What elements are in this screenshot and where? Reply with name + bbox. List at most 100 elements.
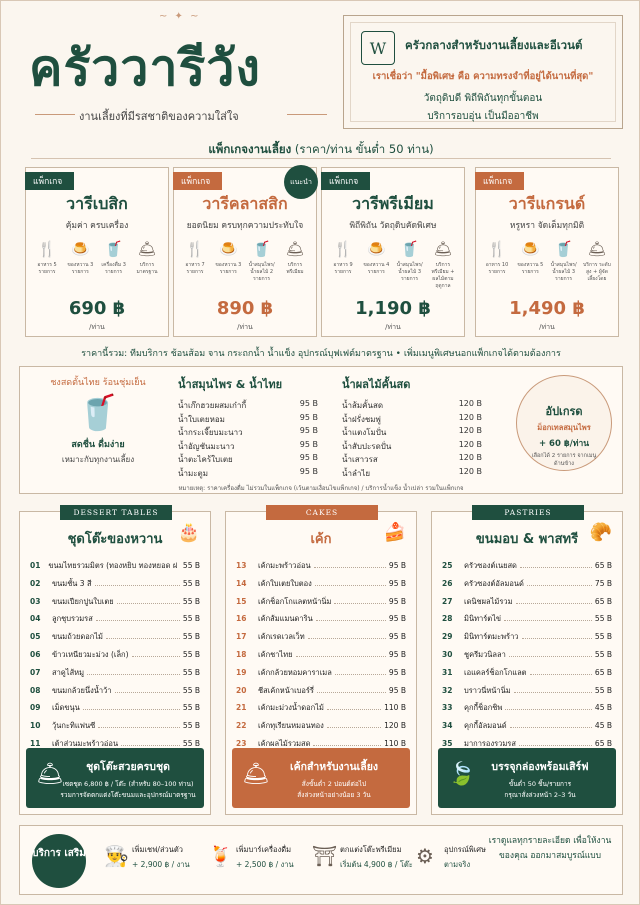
item-number: 09 <box>30 703 41 713</box>
feature-label: ของหวาน 3 รายการ <box>215 262 242 275</box>
item-name: ขนมกล้วยนึ่งน้ำว้า <box>52 685 112 695</box>
item-name: เค้กเรดเวลเว็ท <box>258 632 305 642</box>
item-name: มาการองรวมรส <box>464 738 516 748</box>
item-number: 05 <box>30 632 41 642</box>
leader-dots <box>313 740 382 746</box>
leaf-icon: 🍃 <box>448 762 476 787</box>
leader-dots <box>95 615 180 622</box>
leader-dots <box>87 669 180 675</box>
item-number: 20 <box>236 685 247 695</box>
menu-item: 16 เค้กส้มแมนดาริน 95 B <box>236 613 406 631</box>
leader-dots <box>315 615 386 622</box>
item-number: 31 <box>442 667 453 677</box>
service-price: ตามจริง <box>444 860 471 869</box>
item-price: 45 B <box>594 703 612 713</box>
feature-label: อาหาร 9 รายการ <box>333 262 353 275</box>
menu-item: 27 เดนิชผลไม้รวม 65 B <box>442 596 612 614</box>
menu-item: 10 วุ้นกะทิแฟนซี 55 B <box>30 720 200 738</box>
item-number: 02 <box>30 578 41 588</box>
drink-bar-icon: 🍹 <box>208 844 233 868</box>
menu-item: 25 ครัวซองต์เนยสด 65 B <box>442 560 612 578</box>
cloche-icon: 🛎 <box>36 762 64 787</box>
menu-item: 31 เอแคลร์ช็อกโกแลต 65 B <box>442 667 612 685</box>
list-item: น้ำตะไคร้ใบเตย 95 B <box>178 453 318 464</box>
intro-title: ครัวกลางสำหรับงานเลี้ยงและอีเวนต์ <box>405 38 583 52</box>
banner-title: บรรจุกล่องพร้อมเสิร์ฟ <box>491 761 589 773</box>
menu-item: 02 ขนมชั้น 3 สี 55 B <box>30 578 200 596</box>
leader-dots <box>326 722 382 729</box>
leader-dots <box>313 562 386 568</box>
price-unit: /ท่าน <box>539 323 555 331</box>
item-price: 95 B <box>388 561 406 570</box>
leader-dots <box>114 687 180 693</box>
banner-line: ขั้นต่ำ 50 ชิ้น/รายการ <box>508 780 572 788</box>
drink-icon: 🥤 <box>400 240 419 258</box>
item-price: 95 B <box>388 614 406 624</box>
food-icon: 🍴 <box>333 240 353 258</box>
item-price: 95 B <box>388 685 406 695</box>
menu-list: 25 ครัวซองต์เนยสด 65 B 26 ครัวซองต์อัลมอนด์ 7… <box>442 560 612 774</box>
package-price: 890 ฿ <box>216 298 274 319</box>
leader-dots <box>94 580 180 586</box>
leader-dots <box>316 687 386 693</box>
menu-item: 15 เค้กช็อกโกแลตหน้านิ่ม 95 B <box>236 596 406 614</box>
menu-item: 34 คุกกี้อัลมอนด์ 45 B <box>442 720 612 738</box>
feature-label: ของหวาน 4 รายการ <box>363 262 390 275</box>
item-price: 55 B <box>182 738 200 748</box>
menu-item: 21 เค้กมะม่วงน้ำดอกไม้ 110 B <box>236 702 406 720</box>
menu-item: 22 เค้กทุเรียนหมอนทอง 120 B <box>236 720 406 738</box>
item-price: 55 B <box>594 632 612 642</box>
upgrade-subtitle: ม็อกเทลสมุนไพร <box>537 423 591 432</box>
item-number: 08 <box>30 685 41 695</box>
item-price: 75 B <box>594 578 612 588</box>
herbal-list: น้ำสมุนไพร & น้ำไทย น้ำเก๊กฮวยผสมเก๋ากี้… <box>178 375 318 480</box>
column-title: ชุดโต๊ะของหวาน <box>67 532 163 547</box>
menu-item: 04 ลูกชุบรวมรส 55 B <box>30 613 200 631</box>
item-name: มินิทาร์ตไข่ <box>464 614 502 624</box>
list-item: น้ำใบเตยหอม 95 B <box>178 412 318 424</box>
item-name: ลูกชุบรวมรส <box>52 614 93 624</box>
package-ribbon: แพ็กเกจ <box>475 172 525 190</box>
includes-note: ราคานี้รวม: ทีมบริการ ช้อนส้อม จาน กระถก… <box>81 349 561 359</box>
item-price: 65 B <box>594 667 612 677</box>
package-card[interactable]: แพ็กเกจ วารีพรีเมียม พิถีพิถัน วัตถุดิบค… <box>321 167 465 337</box>
tagline: งานเลี้ยงที่มีรสชาติของความใส่ใจ <box>79 110 239 123</box>
menu-item: 19 เค้กกล้วยหอมคาราเมล 95 B <box>236 667 406 685</box>
item-name: เม็ดขนุน <box>52 703 80 713</box>
item-name: วุ้นกะทิแฟนซี <box>52 721 96 731</box>
divider <box>31 158 611 159</box>
menu-item: 32 บราวนี่หน้านิ่ม 55 B <box>442 685 612 703</box>
feature-label: อาหาร 7 รายการ <box>185 262 205 275</box>
item-number: 07 <box>30 667 41 677</box>
menu-item: 26 ครัวซองต์อัลมอนด์ 75 B <box>442 578 612 596</box>
brand-block: ~ ✦ ~ ครัววารีวัง งานเลี้ยงที่มีรสชาติขอ… <box>19 11 339 131</box>
list-item: น้ำฝรั่งชมพู่ 120 B <box>342 412 482 424</box>
item-name: เค้กชาไทย <box>258 649 293 659</box>
item-price: 45 B <box>594 721 612 731</box>
menu-item: 13 เค้กมะพร้าวอ่อน 95 B <box>236 560 406 578</box>
column-banner: 🛎 เค้กสำหรับงานเลี้ยง สั่งขั้นต่ำ 2 ปอนด… <box>232 748 410 808</box>
leader-dots <box>82 704 180 711</box>
item-price: 95 B <box>388 649 406 659</box>
item-price: 120 B <box>384 721 406 731</box>
item-number: 23 <box>236 738 247 748</box>
banner-title: ชุดโต๊ะสวยครบชุด <box>86 761 170 773</box>
item-number: 13 <box>236 561 247 570</box>
item-name: ขนมเปียกปูนใบเตย <box>52 596 114 606</box>
package-name: วารีพรีเมียม <box>352 194 434 213</box>
package-card[interactable]: แพ็กเกจ วารีเบสิก คุ้มค่า ครบเครื่อง 🍴 อา… <box>25 167 169 337</box>
package-card[interactable]: แพ็กเกจ วารีแกรนด์ หรูหรา จัดเต็มทุกมิติ… <box>475 167 619 337</box>
package-subtitle: หรูหรา จัดเต็มทุกมิติ <box>509 221 585 231</box>
item-price: 55 B <box>182 561 200 570</box>
item-number: 17 <box>236 632 247 642</box>
recommended-badge: แนะนำ <box>284 165 318 199</box>
item-name: ขนมถ้วยดอกไม้ <box>52 632 103 642</box>
leader-dots <box>116 598 180 604</box>
list-item: น้ำมะตูม 95 B <box>178 466 318 478</box>
leader-dots <box>509 722 592 729</box>
item-number: 14 <box>236 578 247 588</box>
food-icon: 🍴 <box>185 240 205 258</box>
item-number: 21 <box>236 703 247 713</box>
service-icon: 🛎 <box>587 240 607 258</box>
item-name: ชีสเค้กหน้าเบอร์รี่ <box>258 685 314 695</box>
